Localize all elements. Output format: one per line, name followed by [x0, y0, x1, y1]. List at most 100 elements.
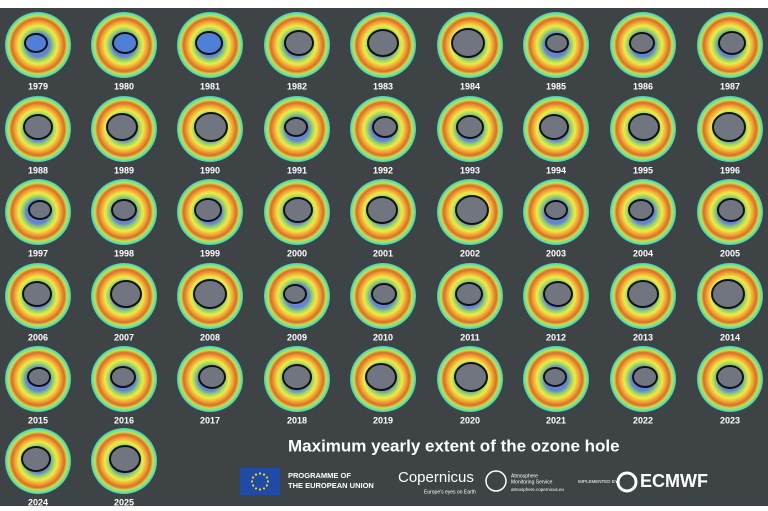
year-label: 2004 — [633, 248, 653, 258]
ozone-map: 2016 — [91, 346, 157, 425]
ozone-hole — [284, 30, 314, 56]
ozone-map: 2019 — [350, 346, 416, 425]
ozone-hole — [543, 367, 567, 387]
ecmwf-logo: ECMWF — [616, 471, 708, 493]
ozone-map: 1986 — [610, 12, 676, 91]
year-label: 1984 — [460, 81, 480, 91]
ozone-hole — [195, 31, 223, 55]
ozone-map: 1997 — [5, 179, 71, 258]
ozone-map: 2008 — [177, 263, 243, 342]
year-label: 2020 — [460, 415, 480, 425]
ozone-map: 1995 — [610, 96, 676, 175]
year-label: 1993 — [460, 165, 480, 175]
ozone-hole — [455, 195, 489, 225]
year-label: 2022 — [633, 415, 653, 425]
ozone-map: 1991 — [264, 96, 330, 175]
ozone-map: 1982 — [264, 12, 330, 91]
cams-text: Monitoring Service — [511, 479, 553, 485]
eu-star — [258, 488, 262, 491]
ozone-map: 2013 — [610, 263, 676, 342]
background — [0, 8, 768, 506]
year-label: 2009 — [287, 332, 307, 342]
year-label: 1990 — [200, 165, 220, 175]
year-label: 1989 — [114, 165, 134, 175]
cams-icon — [485, 470, 507, 492]
ozone-map: 1992 — [350, 96, 416, 175]
ozone-hole — [717, 198, 745, 222]
ozone-hole — [21, 446, 51, 472]
year-label: 1983 — [373, 81, 393, 91]
eu-star — [250, 480, 254, 483]
ecmwf-name: ECMWF — [640, 471, 708, 491]
ozone-hole — [24, 33, 48, 53]
eu-star — [251, 484, 255, 487]
eu-star — [254, 487, 258, 490]
ozone-hole — [109, 445, 141, 473]
ozone-map: 2009 — [264, 263, 330, 342]
ozone-hole — [110, 366, 136, 388]
ozone-hole — [628, 113, 660, 141]
ozone-hole — [110, 280, 142, 308]
ozone-map: 2021 — [523, 346, 589, 425]
ozone-hole — [455, 282, 483, 306]
year-label: 2002 — [460, 248, 480, 258]
year-label: 2010 — [373, 332, 393, 342]
eu-star — [265, 476, 269, 479]
year-label: 2024 — [28, 497, 48, 507]
year-label: 2005 — [720, 248, 740, 258]
ecmwf-icon — [616, 471, 638, 493]
year-label: 2019 — [373, 415, 393, 425]
ozone-map: 1979 — [5, 12, 71, 91]
ozone-map: 2015 — [5, 346, 71, 425]
ozone-map: 1988 — [5, 96, 71, 175]
ozone-map: 2023 — [697, 346, 763, 425]
eu-logo: PROGRAMME OF THE EUROPEAN UNION — [240, 468, 374, 495]
title: Maximum yearly extent of the ozone hole — [288, 436, 620, 455]
map-grid: 1979 1980 1981 1982 1983 1984 1985 1986 1987 1988… — [5, 12, 763, 507]
year-label: 1985 — [546, 81, 566, 91]
ozone-map: 2017 — [177, 346, 243, 425]
year-label: 2001 — [373, 248, 393, 258]
eu-star — [258, 472, 262, 475]
year-label: 1997 — [28, 248, 48, 258]
ozone-map: 2000 — [264, 179, 330, 258]
ozone-hole — [716, 365, 744, 389]
year-label: 2006 — [28, 332, 48, 342]
year-label: 1998 — [114, 248, 134, 258]
copernicus-logo: Copernicus Europe's eyes on Earth — [398, 469, 476, 495]
eu-star — [265, 484, 269, 487]
year-label: 2016 — [114, 415, 134, 425]
year-label: 2013 — [633, 332, 653, 342]
year-label: 2007 — [114, 332, 134, 342]
ozone-hole — [371, 283, 397, 305]
year-label: 1988 — [28, 165, 48, 175]
eu-star — [266, 480, 270, 483]
ozone-hole — [627, 280, 659, 308]
ozone-hole — [712, 112, 746, 142]
ozone-hole — [112, 32, 138, 54]
ozone-map: 2011 — [437, 263, 503, 342]
ozone-map: 1987 — [697, 12, 763, 91]
ozone-hole — [282, 364, 312, 390]
ozone-hole — [283, 284, 307, 304]
year-label: 2025 — [114, 497, 134, 507]
year-label: 2003 — [546, 248, 566, 258]
year-label: 1999 — [200, 248, 220, 258]
eu-text: PROGRAMME OF — [288, 471, 351, 480]
copernicus-name: Copernicus — [398, 469, 474, 486]
ozone-hole — [284, 117, 308, 137]
ozone-hole — [629, 32, 655, 54]
ozone-hole — [283, 197, 313, 223]
ozone-map: 2005 — [697, 179, 763, 258]
ozone-hole — [454, 362, 488, 392]
cams-logo: Atmosphere Monitoring Service atmosphere… — [485, 470, 565, 492]
eu-star — [251, 476, 255, 479]
year-label: 2012 — [546, 332, 566, 342]
year-label: 1992 — [373, 165, 393, 175]
ozone-map: 2020 — [437, 346, 503, 425]
year-label: 2015 — [28, 415, 48, 425]
ozone-map: 1998 — [91, 179, 157, 258]
year-label: 1980 — [114, 81, 134, 91]
ozone-map: 2004 — [610, 179, 676, 258]
